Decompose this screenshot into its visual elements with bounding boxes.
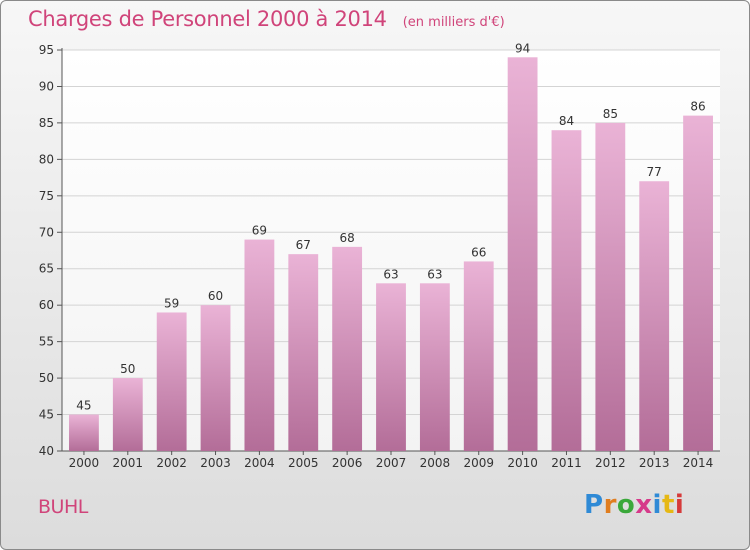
x-tick-label: 2010 [507,456,538,470]
bar [595,122,626,451]
bar-value-label: 77 [647,165,662,179]
y-tick-label: 85 [39,116,54,130]
y-tick-label: 90 [39,79,54,93]
logo-letter: r [603,490,617,520]
y-tick-label: 50 [39,371,54,385]
bar-value-label: 86 [690,100,705,114]
x-tick-label: 2014 [683,456,714,470]
bar-value-label: 68 [339,231,354,245]
bar [112,378,143,451]
commune-name: BUHL [38,496,88,518]
x-tick-label: 2006 [332,456,363,470]
bar [200,305,231,451]
bar-value-label: 63 [383,267,398,281]
proxiti-logo: Proxiti [584,490,684,520]
x-tick-label: 2008 [420,456,451,470]
chart-subtitle: (en milliers d'€) [402,15,505,30]
y-tick-label: 75 [39,189,54,203]
bar [156,312,187,451]
x-tick-label: 2011 [551,456,582,470]
bar-value-label: 45 [76,399,91,413]
bar-value-label: 69 [252,224,267,238]
bar-value-label: 66 [471,245,486,259]
logo-letter: o [616,490,636,520]
x-tick-label: 2003 [200,456,231,470]
bar-value-label: 94 [515,41,530,55]
bar [288,254,319,451]
bar [244,239,275,451]
y-tick-label: 65 [39,262,54,276]
logo-letter: P [584,490,604,520]
bar [419,283,450,451]
bar [507,57,538,452]
x-tick-label: 2004 [244,456,275,470]
bar [551,130,582,451]
bar-value-label: 59 [164,296,179,310]
bar [376,283,406,451]
y-tick-label: 70 [39,225,54,239]
y-tick-label: 55 [39,335,54,349]
x-tick-label: 2009 [463,456,494,470]
logo-letter: i [652,490,662,520]
x-tick-label: 2002 [156,456,187,470]
x-tick-label: 2013 [639,456,670,470]
bar [69,414,99,451]
bar [463,261,494,451]
x-tick-label: 2000 [69,456,100,470]
logo-letter: i [674,490,685,520]
bar-value-label: 67 [296,238,311,252]
logo-letter: x [635,490,653,520]
logo-letter: t [661,490,675,520]
bar-value-label: 85 [603,107,618,121]
x-tick-label: 2005 [288,456,319,470]
bar-value-label: 50 [120,362,135,376]
x-tick-label: 2012 [595,456,626,470]
bar-value-label: 63 [427,267,442,281]
x-tick-label: 2001 [113,456,144,470]
y-tick-label: 60 [39,298,54,312]
y-tick-label: 80 [39,152,54,166]
bar [639,181,670,451]
bar-value-label: 84 [559,114,574,128]
x-tick-label: 2007 [376,456,407,470]
chart-title: Charges de Personnel 2000 à 2014 (en mill… [28,7,505,31]
y-tick-label: 40 [39,444,54,458]
y-tick-label: 95 [39,43,54,57]
bar [332,246,363,451]
bar-value-label: 60 [208,289,223,303]
bar [683,115,713,452]
title-text: Charges de Personnel 2000 à 2014 [28,7,387,31]
y-tick-label: 45 [39,408,54,422]
